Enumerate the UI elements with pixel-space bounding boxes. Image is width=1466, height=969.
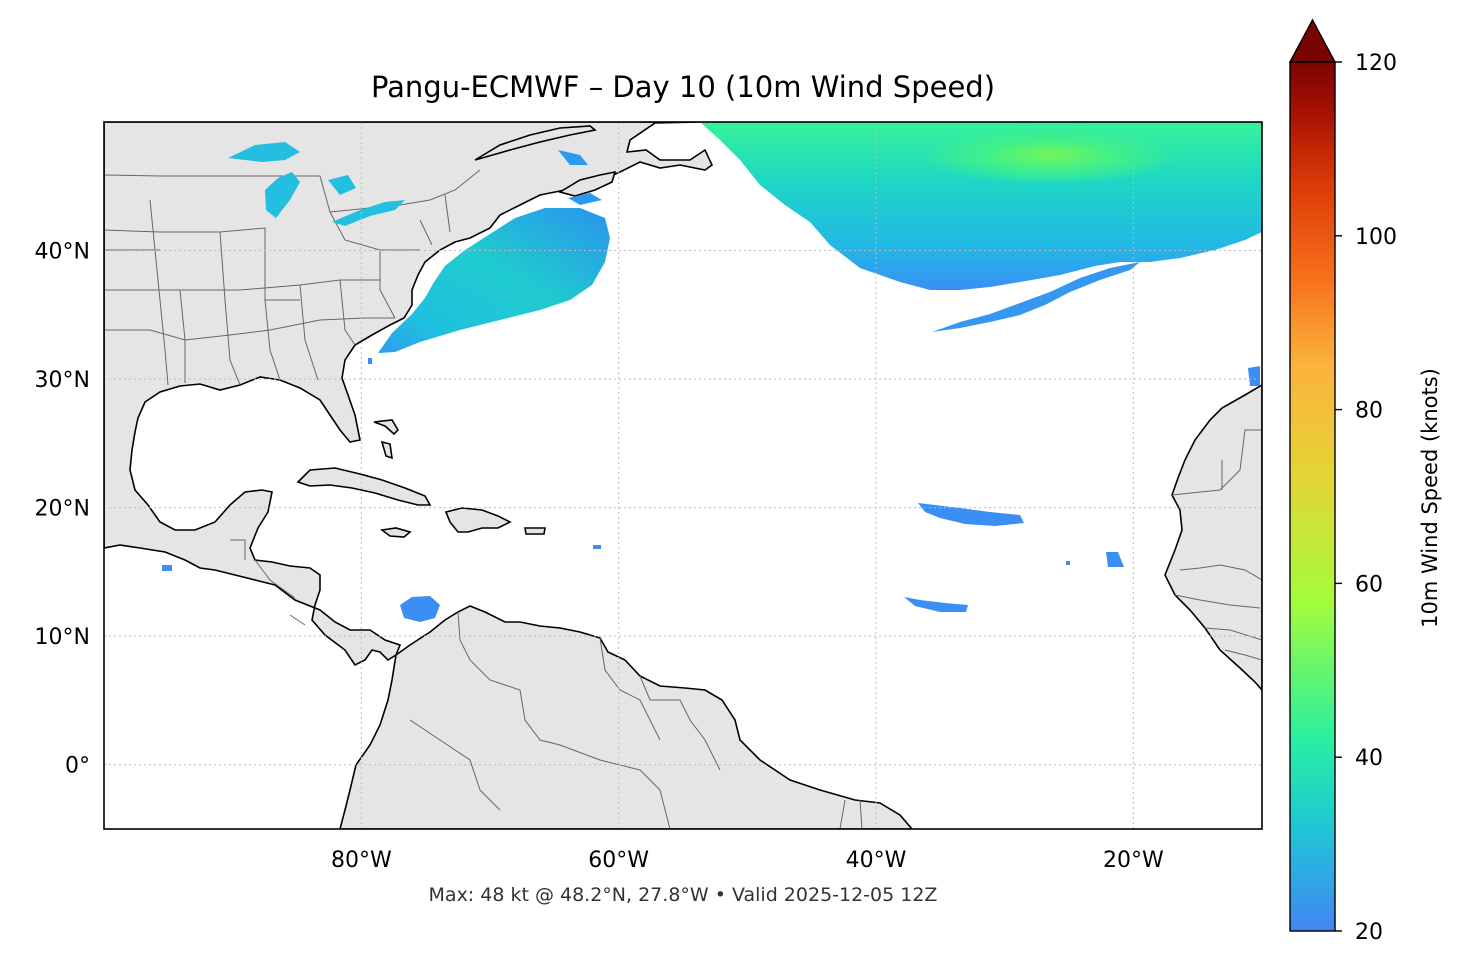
colorbar-extend-arrow <box>1288 18 1337 63</box>
colorbar-frame <box>1289 61 1336 932</box>
wind-region-tail <box>932 262 1140 332</box>
y-axis: 40°N 30°N 20°N 10°N 0° <box>35 240 90 779</box>
x-axis: 80°W 60°W 40°W 20°W <box>331 848 1164 873</box>
y-tick-label: 10°N <box>35 625 90 650</box>
wind-region-great-lakes <box>228 142 405 226</box>
x-tick-label: 80°W <box>331 848 392 873</box>
wind-region-trade-12n <box>904 597 968 612</box>
y-tick-label: 40°N <box>35 240 90 265</box>
gridlines <box>104 122 1262 829</box>
colorbar-gradient <box>1290 62 1335 931</box>
colorbar-ticks: 20 40 60 80 100 120 <box>1335 51 1397 945</box>
colorbar-tick-label: 60 <box>1355 572 1383 597</box>
north-america-land <box>104 122 714 667</box>
cuba <box>296 467 432 506</box>
colorbar-tick-label: 80 <box>1355 399 1383 424</box>
wind-region-gulf-stlawrence <box>558 150 602 205</box>
wind-region-us-east <box>378 208 610 353</box>
jamaica <box>379 527 412 538</box>
nova-scotia <box>474 125 597 161</box>
hispaniola <box>444 507 512 533</box>
land-layer <box>104 122 1262 829</box>
puerto-rico <box>524 527 546 535</box>
colorbar-tick-label: 120 <box>1355 51 1397 76</box>
y-tick-label: 0° <box>65 754 90 779</box>
map-title: Pangu-ECMWF – Day 10 (10m Wind Speed) <box>370 70 996 104</box>
footnote: Max: 48 kt @ 48.2°N, 27.8°W • Valid 2025… <box>428 884 938 906</box>
borders-layer <box>104 169 1262 829</box>
africa-land <box>1164 384 1262 692</box>
colorbar-tick-label: 20 <box>1355 920 1383 945</box>
colorbar-tick-label: 40 <box>1355 746 1383 771</box>
wind-region-caribbean <box>400 596 440 622</box>
y-tick-label: 20°N <box>35 497 90 522</box>
colorbar: 20 40 60 80 100 120 <box>1288 18 1397 945</box>
jet-core <box>920 125 1180 185</box>
x-tick-label: 40°W <box>846 848 907 873</box>
newfoundland <box>557 170 617 197</box>
colorbar-tick-label: 100 <box>1355 225 1397 250</box>
wind-field-layer <box>162 122 1262 622</box>
x-tick-label: 20°W <box>1103 848 1164 873</box>
map-frame <box>103 121 1263 830</box>
y-tick-label: 30°N <box>35 368 90 393</box>
wind-region-trade-20n <box>918 503 1024 526</box>
bahamas <box>373 419 400 460</box>
colorbar-label: 10m Wind Speed (knots) <box>1418 368 1442 628</box>
south-america-land <box>339 605 914 829</box>
x-tick-label: 60°W <box>588 848 649 873</box>
